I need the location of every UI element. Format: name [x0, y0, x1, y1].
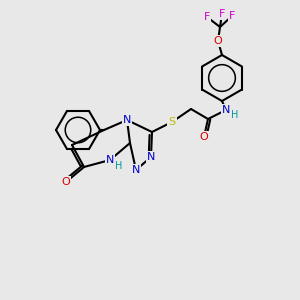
Text: O: O	[200, 132, 208, 142]
Text: N: N	[106, 155, 114, 165]
Text: F: F	[204, 12, 210, 22]
Text: H: H	[115, 161, 123, 171]
Text: N: N	[132, 165, 140, 175]
Text: H: H	[231, 110, 239, 120]
Text: N: N	[147, 152, 155, 162]
Text: S: S	[168, 117, 175, 127]
Text: O: O	[61, 177, 70, 187]
Text: N: N	[123, 115, 131, 125]
Text: F: F	[219, 9, 225, 19]
Text: F: F	[229, 11, 235, 21]
Text: N: N	[222, 105, 230, 115]
Text: O: O	[214, 36, 222, 46]
